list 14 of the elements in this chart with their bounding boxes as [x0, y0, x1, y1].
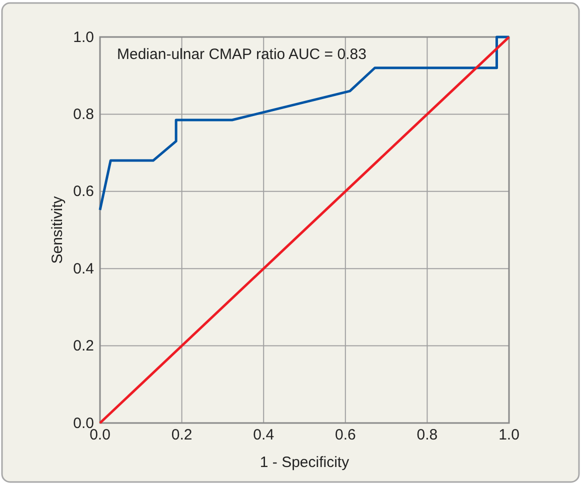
x-tick-label: 0.4 — [253, 426, 274, 444]
text: 1.0 — [498, 426, 520, 444]
y-tick-label: 0.4 — [73, 260, 94, 278]
line-series — [98, 36, 510, 212]
y-axis-title: Sensitivity — [49, 196, 66, 264]
text: 1.0 — [73, 28, 94, 46]
x-tick-label: 0.2 — [171, 426, 192, 444]
annotation: Median-ulnar CMAP ratio AUC = 0.83 — [117, 46, 366, 63]
x-axis-title: 1 - Specificity — [260, 454, 350, 471]
y-tick-label: 0.6 — [73, 183, 94, 200]
x-tick-label: 0.8 — [416, 426, 438, 444]
x-tick-label: 0.6 — [334, 426, 356, 444]
y-tick-label: 0.2 — [73, 338, 94, 355]
y-tick-label: 0.8 — [73, 106, 94, 123]
